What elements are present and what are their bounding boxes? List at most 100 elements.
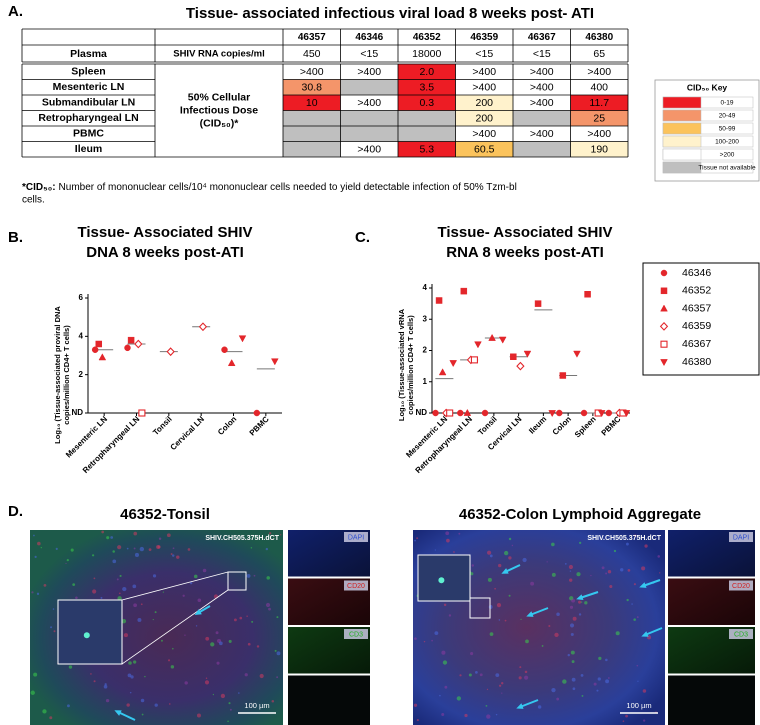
texture xyxy=(276,616,279,619)
texture xyxy=(453,551,455,553)
texture xyxy=(129,691,132,694)
texture xyxy=(212,693,215,696)
cell-fill xyxy=(283,141,341,157)
texture xyxy=(101,530,104,534)
cell: 2.0 xyxy=(419,66,434,78)
channel-tag-bg xyxy=(344,629,368,639)
footnote-bold: *CID₅₀: xyxy=(22,182,56,193)
texture xyxy=(55,547,58,550)
arrow xyxy=(644,627,663,636)
texture xyxy=(525,639,529,644)
texture xyxy=(479,673,483,677)
texture xyxy=(576,572,581,577)
texture xyxy=(459,674,462,677)
texture xyxy=(571,660,575,664)
micrograph-panel: 46352-Colon Lymphoid Aggregate SHIV.CH505… xyxy=(413,506,755,725)
texture xyxy=(127,673,132,678)
texture xyxy=(152,618,154,621)
cell-fill xyxy=(398,126,456,142)
texture xyxy=(132,584,137,589)
texture xyxy=(144,675,146,678)
texture xyxy=(551,687,556,693)
legend-marker xyxy=(660,359,668,367)
texture xyxy=(220,693,226,699)
marker xyxy=(510,353,517,360)
texture xyxy=(486,714,491,719)
marker xyxy=(605,409,613,417)
texture xyxy=(627,569,631,572)
texture xyxy=(488,605,493,609)
texture xyxy=(423,640,426,643)
texture xyxy=(551,572,556,577)
x-tick-label: Colon xyxy=(216,414,238,436)
marker xyxy=(457,409,464,417)
texture xyxy=(414,637,417,640)
texture xyxy=(93,577,96,580)
texture xyxy=(569,623,575,628)
inset-connector xyxy=(121,571,229,601)
inset xyxy=(417,554,471,602)
texture xyxy=(154,703,158,707)
texture xyxy=(498,684,502,687)
texture xyxy=(43,584,47,587)
measure: 50% Cellular xyxy=(188,91,250,103)
panel-label: D. xyxy=(8,503,23,520)
texture xyxy=(487,577,492,582)
texture xyxy=(439,694,441,697)
texture xyxy=(458,532,461,535)
texture xyxy=(537,705,542,709)
texture xyxy=(274,649,277,652)
texture xyxy=(605,679,610,684)
key-swatch xyxy=(662,161,702,174)
texture xyxy=(486,550,492,555)
channel-image xyxy=(288,675,370,725)
texture xyxy=(133,603,137,608)
channel-image xyxy=(668,675,755,725)
arrow-head xyxy=(526,611,534,617)
texture xyxy=(470,652,474,656)
cell-fill xyxy=(455,110,513,126)
y-tick-label: 4 xyxy=(423,283,428,292)
texture xyxy=(187,548,191,551)
texture xyxy=(642,689,647,693)
texture xyxy=(570,632,574,636)
legend-label: 46346 xyxy=(682,267,711,279)
channel-label: CD3 xyxy=(734,631,748,638)
cell: 18000 xyxy=(412,48,441,60)
key-swatch xyxy=(662,96,702,109)
cell: 25 xyxy=(593,113,605,125)
row-label: Plasma xyxy=(70,48,107,60)
texture xyxy=(139,546,145,552)
arrow xyxy=(519,699,539,708)
scale-label: 100 µm xyxy=(626,701,651,710)
channel-tag-bg xyxy=(729,580,753,591)
row-label: Ileum xyxy=(75,143,102,155)
cell-fill xyxy=(340,126,398,142)
cell: 10 xyxy=(306,97,318,109)
legend-label: 46357 xyxy=(682,302,711,314)
marker xyxy=(95,340,103,348)
marker xyxy=(449,360,458,368)
legend: 46346 46352 46357 46359 46367 46380 xyxy=(642,262,760,376)
texture xyxy=(118,592,121,595)
texture xyxy=(634,534,637,537)
texture xyxy=(441,650,446,655)
texture xyxy=(562,679,567,684)
texture xyxy=(197,598,202,603)
texture xyxy=(246,573,251,578)
texture xyxy=(72,583,76,587)
texture xyxy=(247,642,251,646)
cell-fill xyxy=(283,126,341,142)
cell: >400 xyxy=(472,128,496,140)
inset-signal xyxy=(438,577,445,584)
legend-box xyxy=(642,262,760,376)
texture xyxy=(568,564,574,570)
texture xyxy=(128,661,132,665)
texture xyxy=(228,702,231,705)
x-tick-label: Mesenteric LN xyxy=(404,414,449,459)
texture xyxy=(569,570,572,572)
legend-label: 46380 xyxy=(682,356,711,368)
measure: SHIV RNA copies/ml xyxy=(173,49,265,60)
marker xyxy=(432,409,439,417)
texture xyxy=(501,682,504,685)
